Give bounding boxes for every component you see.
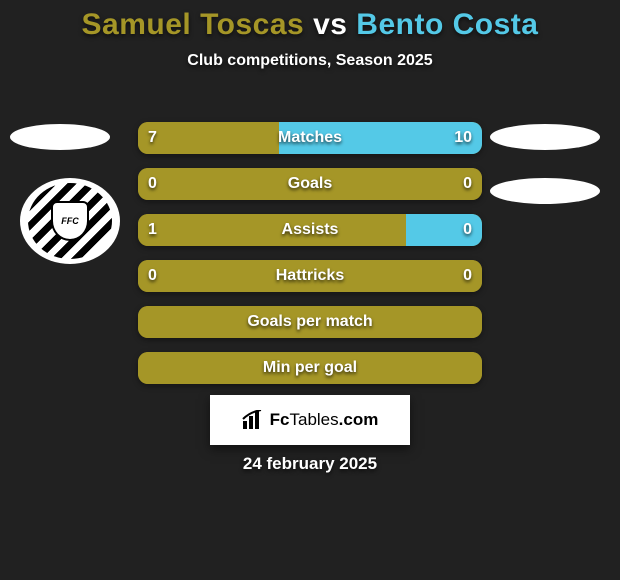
chart-icon: [242, 410, 264, 430]
date-text: 24 february 2025: [0, 454, 620, 474]
stat-row: Goals per match: [138, 306, 482, 338]
avatar-disc-right-bot: [490, 178, 600, 204]
logo-tld: .com: [339, 410, 379, 429]
stat-row: Min per goal: [138, 352, 482, 384]
logo-bold: Fc: [270, 410, 290, 429]
logo-text: FcTables.com: [270, 410, 379, 430]
club-badge-stripes: FFC: [28, 183, 112, 259]
club-badge: FFC: [20, 178, 120, 264]
player1-name: Samuel Toscas: [82, 8, 305, 41]
stat-seg-right: [406, 214, 482, 246]
avatar-disc-left: [10, 124, 110, 150]
stat-seg-left: [138, 122, 279, 154]
stat-row: Matches710: [138, 122, 482, 154]
stat-seg-left: [138, 306, 482, 338]
logo-rest: Tables: [290, 410, 339, 429]
stat-seg-left: [138, 352, 482, 384]
stat-seg-left: [138, 260, 482, 292]
fctables-logo: FcTables.com: [210, 395, 410, 445]
stat-seg-left: [138, 214, 406, 246]
stat-row: Assists10: [138, 214, 482, 246]
stat-seg-left: [138, 168, 482, 200]
stat-bars: Matches710 Goals00 Assists10 Hattricks00 Goa…: [138, 122, 482, 398]
stat-row: Hattricks00: [138, 260, 482, 292]
stat-seg-right: [279, 122, 482, 154]
subtitle: Club competitions, Season 2025: [0, 52, 620, 70]
page-title: Samuel Toscas vs Bento Costa: [0, 8, 620, 42]
stat-row: Goals00: [138, 168, 482, 200]
comparison-card: Samuel Toscas vs Bento Costa Club compet…: [0, 0, 620, 580]
avatar-disc-right-top: [490, 124, 600, 150]
player2-name: Bento Costa: [356, 8, 538, 41]
vs-text: vs: [313, 8, 347, 41]
club-badge-shield: FFC: [51, 201, 89, 241]
